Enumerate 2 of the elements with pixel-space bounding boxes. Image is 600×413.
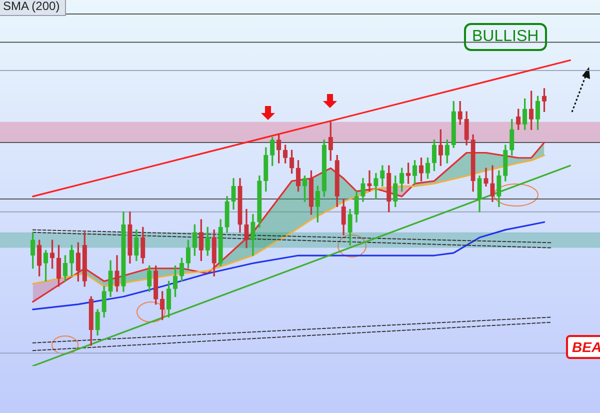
text: SMA (200) [0, 0, 66, 16]
text: BULLISH [464, 23, 547, 51]
